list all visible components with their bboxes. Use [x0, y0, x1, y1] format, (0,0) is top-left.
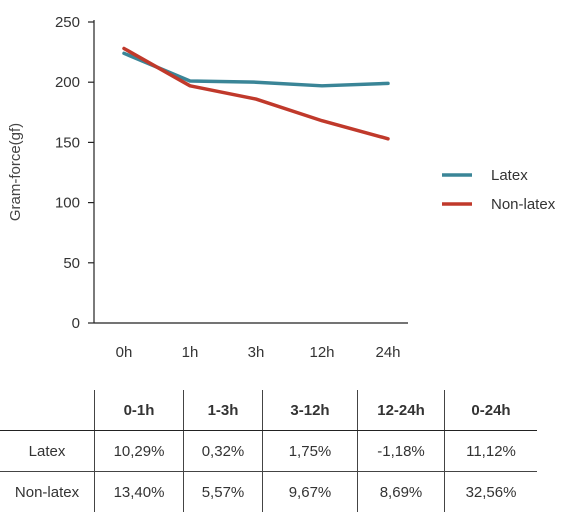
percentage-change-table: 0-1h 1-3h 3-12h 12-24h 0-24h Latex 10,29… [0, 390, 537, 512]
line-chart: Gram-force(gf) 0 50 100 150 200 250 0h 1h 3h 12h… [7, 14, 556, 361]
table-cell: 9,67% [262, 471, 358, 512]
x-tick-label: 0h [116, 344, 133, 361]
table-header-cell: 1-3h [183, 390, 263, 431]
x-tick-label: 3h [248, 344, 265, 361]
table-cell: -1,18% [357, 430, 445, 472]
table-header-row: 0-1h 1-3h 3-12h 12-24h 0-24h [0, 390, 537, 431]
table-cell: 8,69% [357, 471, 445, 512]
legend-label: Non-latex [491, 196, 556, 213]
table-header-cell: 3-12h [262, 390, 358, 431]
legend-label: Latex [491, 167, 528, 184]
table-header-cell: 0-1h [94, 390, 184, 431]
y-tick-label: 50 [63, 255, 80, 272]
table-cell: 32,56% [444, 471, 537, 512]
table-row: Non-latex 13,40% 5,57% 9,67% 8,69% 32,56… [0, 471, 537, 512]
table-header-cell: 12-24h [357, 390, 445, 431]
table-row: Latex 10,29% 0,32% 1,75% -1,18% 11,12% [0, 430, 537, 472]
row-label: Non-latex [14, 483, 80, 501]
table-header-cell [0, 390, 95, 431]
table-cell: 1,75% [262, 430, 358, 472]
y-tick-label: 0 [72, 315, 80, 332]
y-tick-label: 150 [55, 134, 80, 151]
y-tick-label: 250 [55, 14, 80, 31]
table-cell: 5,57% [183, 471, 263, 512]
series-line-non-latex [122, 46, 390, 141]
x-tick-label: 1h [182, 344, 199, 361]
table-cell: 10,29% [94, 430, 184, 472]
x-tick-label: 24h [375, 344, 400, 361]
y-tick-label: 200 [55, 74, 80, 91]
y-axis-title: Gram-force(gf) [7, 123, 24, 221]
row-label: Latex [0, 430, 95, 472]
table-cell: 13,40% [94, 471, 184, 512]
table-cell: 0,32% [183, 430, 263, 472]
table-header-cell: 0-24h [444, 390, 537, 431]
y-tick-label: 100 [55, 195, 80, 212]
x-tick-label: 12h [309, 344, 334, 361]
table-cell: 11,12% [444, 430, 537, 472]
